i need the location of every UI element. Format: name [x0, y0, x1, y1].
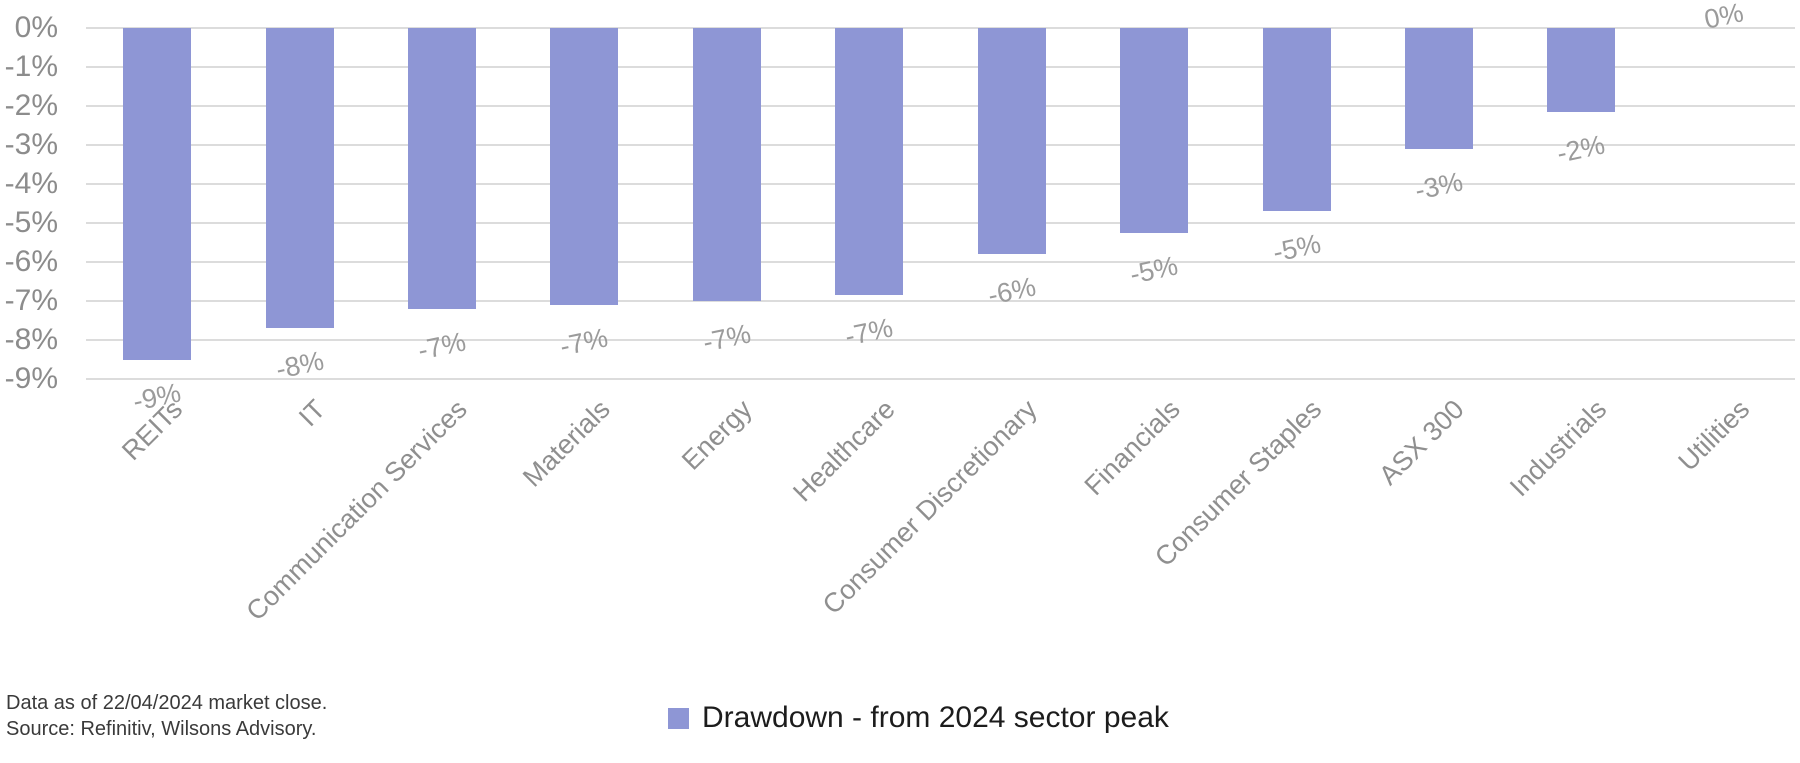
bar-value-label: -7%: [415, 326, 469, 366]
y-tick-label: -3%: [4, 128, 58, 161]
y-tick-label: -7%: [4, 284, 58, 317]
bar-reits: [123, 28, 192, 360]
y-tick-label: -6%: [4, 245, 58, 278]
legend-series-label: Drawdown - from 2024 sector peak: [702, 701, 1169, 734]
gridline: [86, 105, 1795, 107]
category-label-financials: Financials: [1078, 394, 1186, 502]
bar-value-label: -6%: [984, 271, 1039, 311]
bar-value-label: -5%: [1127, 250, 1181, 290]
legend-marker-swatch: [668, 707, 689, 729]
gridline: [86, 300, 1795, 302]
category-label-materials: Materials: [517, 394, 616, 493]
y-tick-label: -5%: [4, 206, 58, 239]
bar-asx-300: [1404, 28, 1473, 149]
bar-communication-services: [408, 28, 477, 309]
gridline: [86, 378, 1795, 380]
gridline: [86, 66, 1795, 68]
category-label-utilities: Utilities: [1672, 394, 1756, 477]
bar-materials: [550, 28, 619, 305]
bar-value-label: 0%: [1701, 0, 1746, 35]
gridline: [86, 27, 1795, 29]
gridline: [86, 183, 1795, 185]
y-tick-label: -4%: [4, 167, 58, 200]
gridline: [86, 339, 1795, 341]
category-label-healthcare: Healthcare: [786, 394, 901, 508]
category-label-energy: Energy: [676, 394, 759, 476]
category-label-it: IT: [292, 394, 331, 433]
bar-financials: [1120, 28, 1189, 233]
y-tick-label: -9%: [4, 362, 58, 395]
data-as-of-text: Data as of 22/04/2024 market close.: [6, 692, 328, 714]
category-label-communication-services: Communication Services: [240, 394, 474, 627]
y-tick-label: -2%: [4, 89, 58, 122]
bar-industrials: [1547, 28, 1616, 112]
bar-energy: [692, 28, 761, 301]
gridline: [86, 261, 1795, 263]
y-tick-label: -8%: [4, 323, 58, 356]
bar-consumer-discretionary: [977, 28, 1046, 255]
bar-value-label: -7%: [842, 312, 896, 352]
category-label-industrials: Industrials: [1504, 394, 1613, 503]
y-tick-label: -1%: [4, 50, 58, 83]
bar-value-label: -7%: [557, 322, 611, 362]
bar-value-label: -5%: [1269, 228, 1324, 268]
bar-value-label: -7%: [700, 318, 754, 358]
bar-healthcare: [835, 28, 904, 296]
category-label-asx-300: ASX 300: [1373, 394, 1471, 491]
chart-legend: Drawdown - from 2024 sector peak: [668, 701, 1169, 735]
bar-value-label: -2%: [1554, 129, 1608, 169]
y-tick-label: 0%: [14, 11, 58, 44]
bar-it: [265, 28, 334, 329]
source-text: Source: Refinitiv, Wilsons Advisory.: [6, 718, 317, 740]
bar-value-label: -3%: [1412, 166, 1466, 206]
gridline: [86, 222, 1795, 224]
bar-value-label: -8%: [272, 345, 327, 385]
bar-consumer-staples: [1262, 28, 1331, 212]
gridline: [86, 144, 1795, 146]
source-note: Data as of 22/04/2024 market close. Sour…: [6, 690, 327, 742]
